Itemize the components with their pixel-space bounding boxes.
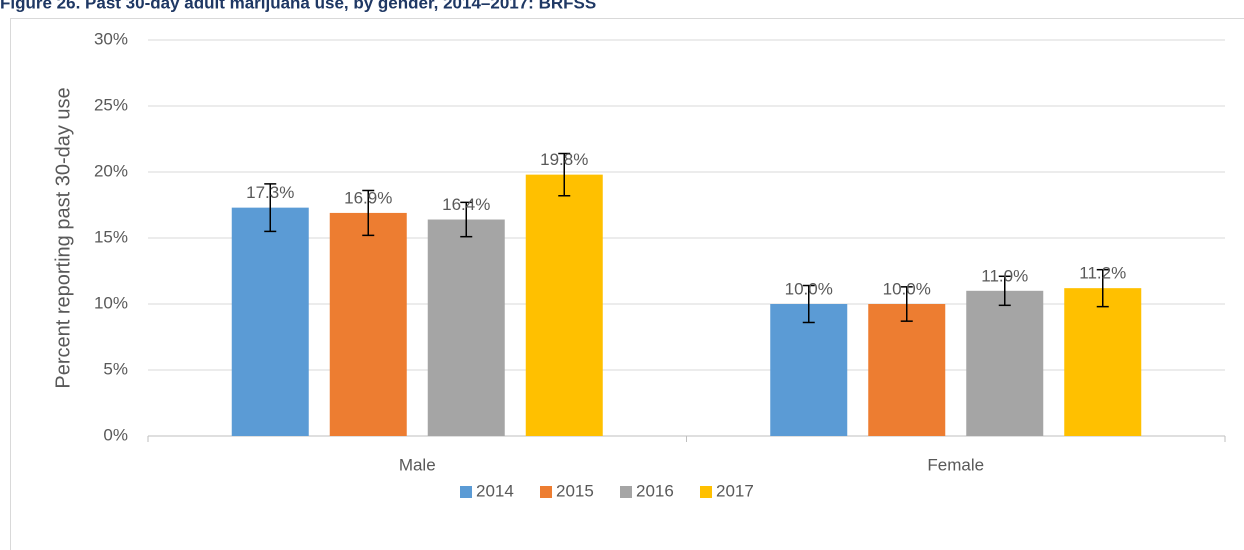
chart-border	[11, 19, 1244, 550]
bar	[330, 213, 407, 436]
bar	[232, 208, 309, 436]
value-label: 17.3%	[246, 183, 294, 202]
value-label: 11.0%	[981, 266, 1028, 285]
y-tick-label: 25%	[94, 95, 128, 114]
x-tick-label: Male	[399, 455, 436, 474]
y-tick-label: 20%	[94, 161, 128, 180]
value-label: 11.2%	[1079, 264, 1126, 283]
value-label: 19.8%	[540, 150, 588, 169]
legend-swatch	[700, 486, 712, 498]
bar	[868, 304, 945, 436]
bar	[526, 175, 603, 436]
y-tick-label: 30%	[94, 29, 128, 48]
x-tick-label: Female	[927, 455, 984, 474]
y-tick-label: 0%	[103, 425, 128, 444]
value-label: 16.4%	[442, 195, 490, 214]
y-tick-label: 5%	[103, 359, 128, 378]
legend-label: 2015	[556, 481, 594, 500]
page: Figure 26. Past 30-day adult marijuana u…	[0, 0, 1244, 550]
value-label: 10.0%	[883, 279, 931, 298]
bar	[966, 291, 1043, 436]
legend-label: 2014	[476, 481, 514, 500]
value-label: 10.0%	[785, 279, 833, 298]
legend-swatch	[540, 486, 552, 498]
y-tick-label: 15%	[94, 227, 128, 246]
y-tick-label: 10%	[94, 293, 128, 312]
chart: Figure 26. Past 30-day adult marijuana u…	[0, 0, 1244, 550]
legend-label: 2016	[636, 481, 674, 500]
bar	[428, 220, 505, 436]
legend-swatch	[620, 486, 632, 498]
legend-label: 2017	[716, 481, 754, 500]
bar	[1064, 288, 1141, 436]
legend-swatch	[460, 486, 472, 498]
value-label: 16.9%	[344, 188, 392, 207]
chart-title: Figure 26. Past 30-day adult marijuana u…	[0, 0, 596, 12]
y-axis-label: Percent reporting past 30-day use	[52, 87, 74, 388]
bar	[770, 304, 847, 436]
